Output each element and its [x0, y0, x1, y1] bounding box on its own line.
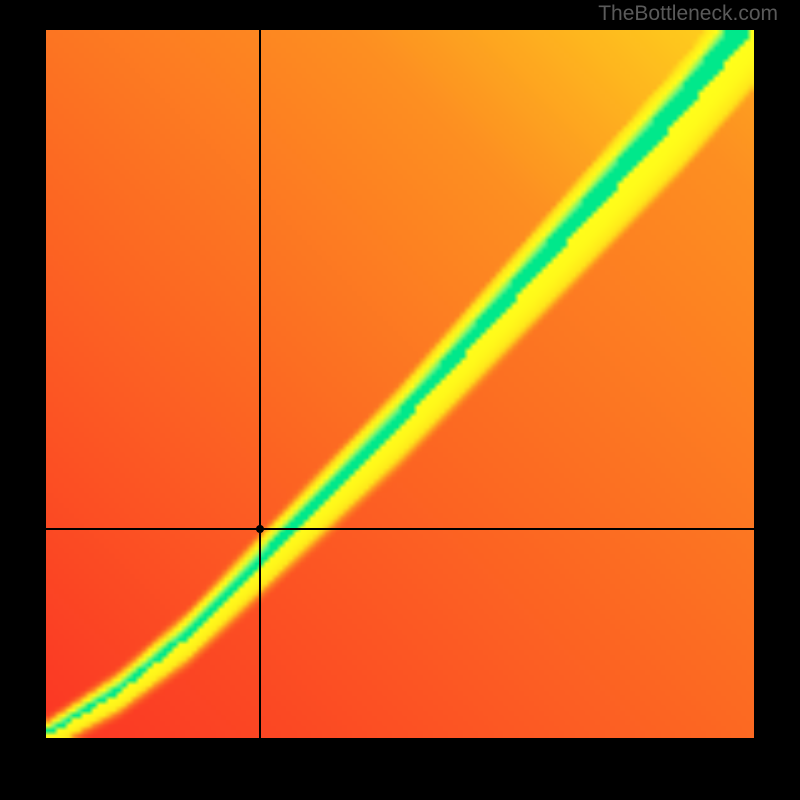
- chart-container: TheBottleneck.com: [0, 0, 800, 800]
- watermark-text: TheBottleneck.com: [598, 2, 778, 26]
- heatmap-plot: [46, 30, 754, 738]
- bottleneck-marker: [256, 525, 264, 533]
- heatmap-canvas: [46, 30, 754, 738]
